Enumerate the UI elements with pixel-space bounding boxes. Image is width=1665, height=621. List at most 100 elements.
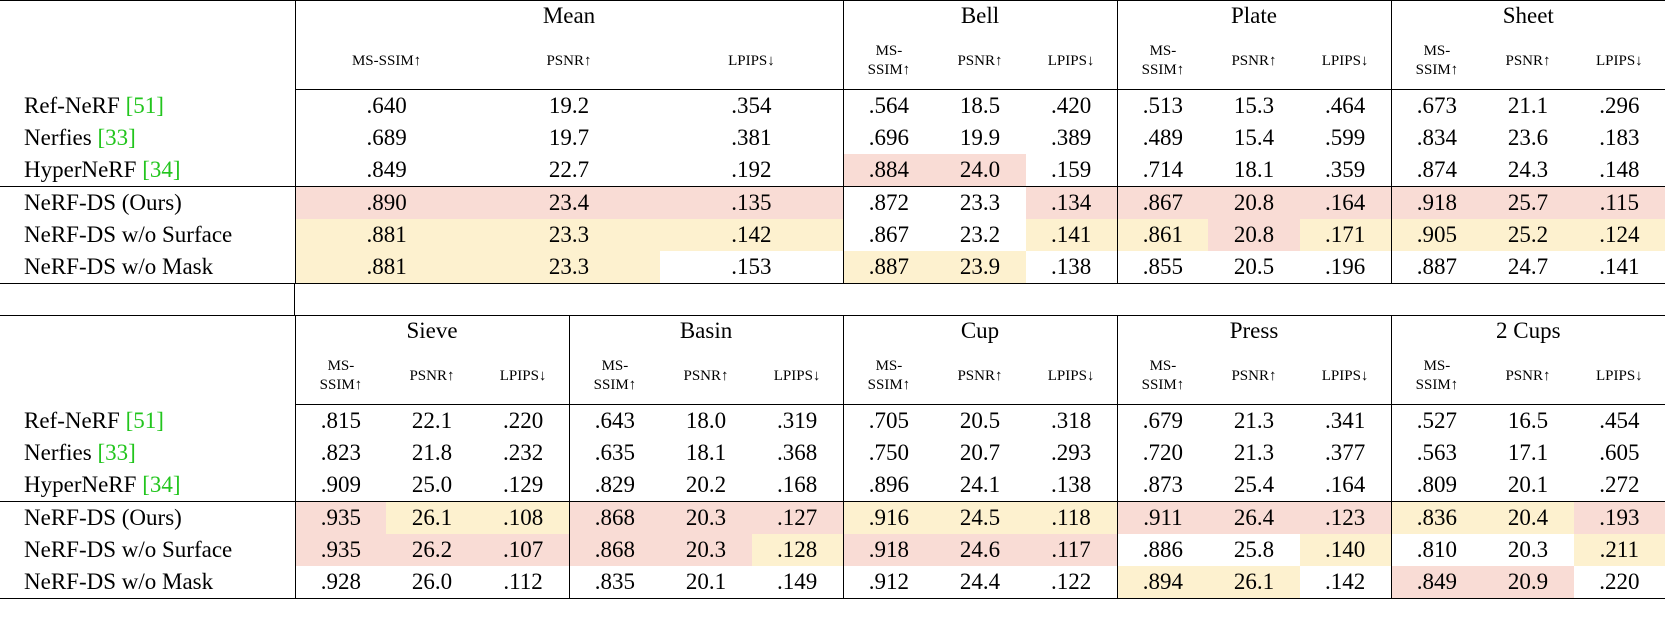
method-name: NeRF-DS (Ours) (24, 190, 182, 215)
value-cell: .513 (1116, 89, 1209, 122)
value-cell: .193 (1573, 501, 1665, 534)
value-cell: .696 (842, 122, 935, 154)
metric-header: PSNR↑ (1482, 33, 1574, 90)
citation: [34] (142, 472, 181, 497)
metric-row: MS-SSIM↑ PSNR↑ LPIPS↓ MS-SSIM↑ PSNR↑ LPIPS↓ MS… (0, 33, 1665, 90)
value-cell: .705 (842, 404, 935, 437)
value-cell: 21.3 (1233, 408, 1275, 433)
method-cell: HyperNeRF [34] (0, 154, 295, 187)
value-cell: .454 (1599, 408, 1640, 433)
method-row: NeRF-DS w/o Surface .935 26.2.107.868 20.3.… (0, 534, 1665, 566)
value-cell: .117 (1025, 534, 1117, 566)
method-row: Nerfies [33] .823 21.8.232.635 18.1.368.750… (0, 437, 1665, 469)
metric-text: PSNR↑ (409, 367, 455, 384)
value-cell: 26.0 (411, 569, 453, 594)
value-cell: .849 (294, 154, 478, 187)
value-cell: .886 (1116, 534, 1209, 566)
value-cell: .464 (1324, 93, 1366, 118)
value-cell: 25.0 (386, 469, 478, 502)
value-cell: .720 (1116, 437, 1209, 469)
method-cell: Ref-NeRF [51] (0, 405, 295, 438)
value-cell: .123 (1299, 501, 1391, 534)
metric-header: PSNR↑ (1482, 348, 1574, 405)
method-cell: NeRF-DS w/o Mask (0, 566, 295, 599)
value-cell: .354 (731, 93, 772, 118)
method-cell: Nerfies [33] (0, 122, 295, 154)
value-cell: 24.4 (959, 569, 1001, 594)
value-cell: .935 (294, 534, 387, 566)
value-cell: .134 (1025, 186, 1117, 219)
metric-text: LPIPS↓ (1321, 52, 1369, 69)
page: Mean Bell Plate Sheet MS-SSIM↑ PSNR↑ LPIPS↓ MS-… (0, 0, 1665, 599)
group-row: Sieve Basin Cup Press 2 Cups (0, 315, 1665, 348)
value-cell: .211 (1573, 534, 1665, 566)
results-table: Sieve Basin Cup Press 2 Cups MS-SSIM↑ PSNR↑ LPI… (0, 315, 1665, 599)
corner-cell (0, 316, 295, 405)
value-cell: 20.2 (660, 469, 752, 502)
metric-header: MS-SSIM↑ (1116, 33, 1209, 90)
metric-text: MS-SSIM↑ (1415, 358, 1459, 393)
value-cell: .142 (660, 219, 843, 251)
value-cell: .689 (294, 122, 478, 154)
value-cell: 19.2 (548, 93, 590, 118)
value-cell: .359 (1299, 154, 1392, 187)
value-cell: .896 (842, 469, 935, 502)
metric-header: LPIPS↓ (1025, 348, 1117, 405)
method-name: Ref-NeRF (24, 92, 120, 118)
method-row: NeRF-DS w/o Surface .881 23.3.142.867 23.2.… (0, 219, 1665, 251)
metric-text: LPIPS↓ (1047, 367, 1095, 384)
value-cell: .127 (751, 501, 843, 534)
method-row: NeRF-DS (Ours) .890 23.4.135.872 23.3 .134.8… (0, 186, 1665, 219)
citation: [51] (125, 92, 164, 118)
metric-header: PSNR↑ (386, 348, 478, 405)
metric-text: MS-SSIM↑ (319, 358, 363, 393)
value-cell: .918 (1390, 186, 1483, 219)
citation: [51] (125, 407, 164, 433)
value-cell: 22.7 (477, 154, 661, 187)
value-cell: 20.3 (1507, 537, 1549, 562)
value-cell: .918 (842, 534, 935, 566)
value-cell: .112 (503, 569, 543, 594)
value-cell: .272 (1573, 469, 1665, 502)
value-cell: .679 (1116, 404, 1209, 437)
method-row: NeRF-DS (Ours) .935 26.1.108.868 20.3.127.9… (0, 501, 1665, 534)
metric-header: MS-SSIM↑ (1390, 33, 1483, 90)
method-name: Nerfies (24, 125, 92, 150)
value-cell: 20.9 (1482, 566, 1574, 599)
value-cell: .823 (294, 437, 387, 469)
value-cell: .107 (477, 534, 570, 566)
value-cell: 25.4 (1208, 469, 1300, 502)
method-row: Ref-NeRF [51] .815 22.1.220.643 18.0.319.70… (0, 404, 1665, 438)
value-cell: .220 (1599, 569, 1640, 594)
metric-header: LPIPS↓ (1025, 33, 1117, 90)
value-cell: .527 (1390, 404, 1483, 437)
value-cell: 20.1 (1482, 469, 1574, 502)
value-cell: 24.3 (1482, 154, 1574, 187)
value-cell: .108 (477, 501, 570, 534)
value-cell: .319 (776, 408, 818, 433)
method-name: HyperNeRF (24, 157, 137, 182)
value-cell: 20.3 (660, 501, 752, 534)
method-name: NeRF-DS w/o Surface (24, 537, 233, 562)
value-cell: 19.7 (548, 125, 590, 150)
value-cell: .318 (1050, 408, 1092, 433)
metric-text: LPIPS↓ (1595, 52, 1643, 69)
value-cell: 18.1 (685, 440, 727, 465)
method-cell: NeRF-DS w/o Mask (0, 251, 295, 284)
value-cell: .599 (1324, 125, 1366, 150)
value-cell: .115 (1573, 186, 1665, 219)
results-table: Mean Bell Plate Sheet MS-SSIM↑ PSNR↑ LPIPS↓ MS-… (0, 0, 1665, 284)
method-row: Nerfies [33] .689 19.7.381.696 19.9.389.489… (0, 122, 1665, 154)
value-cell: .293 (1050, 440, 1092, 465)
value-cell: .916 (842, 501, 935, 534)
metric-text: LPIPS↓ (773, 367, 821, 384)
value-cell: 23.2 (959, 222, 1001, 247)
value-cell: 21.3 (1233, 440, 1275, 465)
method-cell: NeRF-DS w/o Surface (0, 534, 295, 566)
metric-text: LPIPS↓ (1321, 367, 1369, 384)
metric-header: LPIPS↓ (1299, 33, 1392, 90)
metric-text: LPIPS↓ (1047, 52, 1095, 69)
metric-header: LPIPS↓ (1299, 348, 1391, 405)
value-cell: 23.6 (1507, 125, 1549, 150)
value-cell: .141 (1025, 219, 1117, 251)
